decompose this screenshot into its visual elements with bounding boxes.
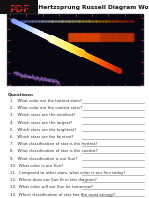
Text: Lesson 2: Hertzsprung Russell Diagram Worksheet: Lesson 2: Hertzsprung Russell Diagram Wo… — [5, 5, 149, 10]
Text: 13.  What color will our Sun be tomorrow?: 13. What color will our Sun be tomorrow? — [10, 185, 93, 189]
Bar — [0, 0, 38, 14]
Text: 9.   What classification is our Sun?: 9. What classification is our Sun? — [10, 157, 77, 161]
Text: 7.   What classification of star is the hottest?: 7. What classification of star is the ho… — [10, 142, 97, 146]
Text: 8.   What classification of star is the coolest?: 8. What classification of star is the co… — [10, 149, 98, 153]
Text: 1.   What color are the hottest stars?: 1. What color are the hottest stars? — [10, 99, 82, 103]
Text: 4.   Which stars are the largest?: 4. Which stars are the largest? — [10, 121, 72, 125]
Text: 3.   Which stars are the smallest?: 3. Which stars are the smallest? — [10, 113, 75, 117]
Text: 12.  Where does our Sun fit in this diagram?: 12. Where does our Sun fit in this diagr… — [10, 178, 97, 182]
Text: 6.   Which stars are the faintest?: 6. Which stars are the faintest? — [10, 135, 73, 139]
Text: PDF: PDF — [9, 5, 29, 13]
Text: 11.  Compared to other stars, what color is our Sun today?: 11. Compared to other stars, what color … — [10, 171, 125, 175]
Bar — [7, 14, 144, 86]
Text: 5.   Which stars are the brightest?: 5. Which stars are the brightest? — [10, 128, 76, 132]
Text: 10.  What color is our Sun?: 10. What color is our Sun? — [10, 164, 63, 168]
Text: Questions:: Questions: — [8, 93, 35, 97]
Text: 14.  Which classification of star has the most energy?: 14. Which classification of star has the… — [10, 193, 115, 197]
Text: 2.   What color are the coolest stars?: 2. What color are the coolest stars? — [10, 106, 82, 110]
